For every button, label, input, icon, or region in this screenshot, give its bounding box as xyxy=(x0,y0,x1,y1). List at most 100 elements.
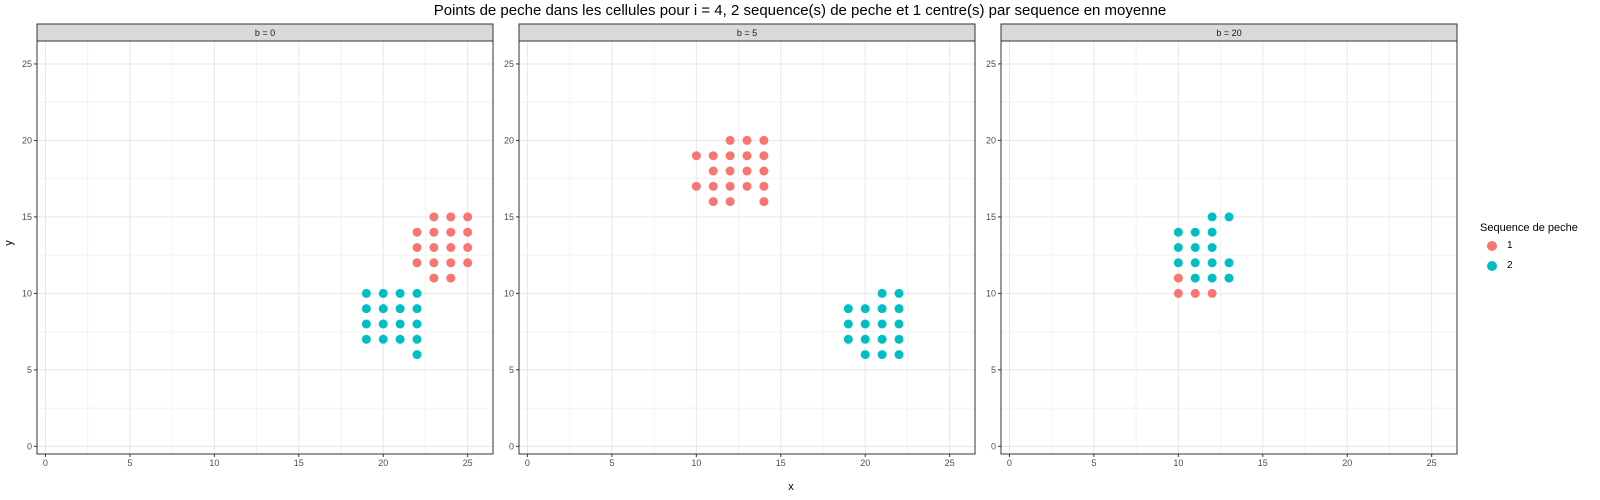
data-point-series-1 xyxy=(759,181,769,191)
y-axis-title: y xyxy=(3,240,15,246)
data-point-series-2 xyxy=(1173,243,1183,252)
panel-border xyxy=(1000,40,1458,455)
y-tick-label: 0 xyxy=(509,441,514,451)
x-tick-label: 20 xyxy=(1342,458,1352,468)
data-point-series-1 xyxy=(446,243,456,252)
data-point-series-2 xyxy=(1224,212,1234,222)
data-point-series-2 xyxy=(1190,273,1200,283)
legend: Sequence de peche 1 2 xyxy=(1480,222,1578,274)
data-point-series-1 xyxy=(429,258,439,268)
y-tick-label: 15 xyxy=(504,212,514,222)
y-tick-label: 0 xyxy=(27,441,32,451)
data-point-series-1 xyxy=(463,227,473,237)
x-tick-label: 25 xyxy=(945,458,955,468)
data-point-series-2 xyxy=(843,304,853,314)
y-tick-label: 10 xyxy=(986,288,996,298)
y-tick-label: 15 xyxy=(986,212,996,222)
data-point-series-2 xyxy=(412,288,422,298)
data-point-series-1 xyxy=(725,197,735,207)
data-point-series-1 xyxy=(429,243,439,252)
y-tick-label: 20 xyxy=(986,135,996,145)
data-point-series-2 xyxy=(1190,258,1200,268)
x-tick-label: 10 xyxy=(209,458,219,468)
data-point-series-2 xyxy=(1207,212,1217,222)
y-tick-label: 0 xyxy=(991,441,996,451)
y-tick-label: 25 xyxy=(986,59,996,69)
data-point-series-2 xyxy=(877,350,887,360)
x-tick-label: 0 xyxy=(525,458,530,468)
y-tick-label: 5 xyxy=(509,365,514,375)
data-point-series-1 xyxy=(446,258,456,268)
data-point-series-2 xyxy=(1207,243,1217,252)
panel-1: b = 0 0 5 10 15 20 25 0 5 10 15 20 25 xyxy=(22,23,494,468)
y-tick-label: 5 xyxy=(991,365,996,375)
data-point-series-2 xyxy=(395,334,405,344)
data-point-series-2 xyxy=(1207,273,1217,283)
data-point-series-1 xyxy=(708,181,718,191)
data-point-series-1 xyxy=(742,151,752,161)
x-tick-label: 15 xyxy=(1258,458,1268,468)
data-point-series-2 xyxy=(378,334,388,344)
data-point-series-2 xyxy=(361,288,371,298)
data-point-series-1 xyxy=(463,243,473,252)
x-tick-label: 15 xyxy=(776,458,786,468)
data-point-series-1 xyxy=(446,273,456,283)
data-point-series-1 xyxy=(708,166,718,176)
data-point-series-2 xyxy=(1173,227,1183,237)
data-point-series-2 xyxy=(361,304,371,314)
data-point-series-2 xyxy=(860,304,870,314)
data-point-series-1 xyxy=(429,227,439,237)
data-point-series-2 xyxy=(1224,258,1234,268)
x-axis-title: x xyxy=(788,481,794,493)
facet-strip-label: b = 0 xyxy=(255,28,275,38)
data-point-series-2 xyxy=(395,304,405,314)
data-point-series-2 xyxy=(378,319,388,329)
data-point-series-1 xyxy=(1173,288,1183,298)
y-tick-label: 20 xyxy=(504,135,514,145)
y-tick-label: 10 xyxy=(22,288,32,298)
data-point-series-2 xyxy=(378,288,388,298)
y-tick-label: 5 xyxy=(27,365,32,375)
data-point-series-1 xyxy=(1190,288,1200,298)
legend-swatch-1 xyxy=(1487,241,1497,251)
data-point-series-2 xyxy=(1173,258,1183,268)
data-point-series-2 xyxy=(395,319,405,329)
x-tick-label: 5 xyxy=(609,458,614,468)
data-point-series-1 xyxy=(691,151,701,161)
data-point-series-1 xyxy=(691,181,701,191)
x-tick-label: 20 xyxy=(860,458,870,468)
data-point-series-1 xyxy=(429,212,439,222)
data-point-series-2 xyxy=(1190,227,1200,237)
data-point-series-1 xyxy=(708,197,718,207)
data-point-series-2 xyxy=(361,334,371,344)
data-point-series-1 xyxy=(725,151,735,161)
facet-strip-label: b = 5 xyxy=(737,28,757,38)
data-point-series-2 xyxy=(877,304,887,314)
x-tick-label: 25 xyxy=(1427,458,1437,468)
y-tick-label: 15 xyxy=(22,212,32,222)
data-point-series-2 xyxy=(894,319,904,329)
data-point-series-2 xyxy=(1224,273,1234,283)
x-tick-label: 20 xyxy=(378,458,388,468)
data-point-series-1 xyxy=(429,273,439,283)
data-point-series-2 xyxy=(894,304,904,314)
panel-border xyxy=(518,40,976,455)
legend-label-2: 2 xyxy=(1507,260,1513,271)
x-tick-label: 5 xyxy=(127,458,132,468)
data-point-series-1 xyxy=(742,181,752,191)
x-tick-label: 25 xyxy=(463,458,473,468)
x-tick-label: 0 xyxy=(43,458,48,468)
panel-3: b = 20 0 5 10 15 20 25 0 5 10 15 20 25 xyxy=(986,23,1458,468)
data-point-series-2 xyxy=(860,319,870,329)
panel-2: b = 5 0 5 10 15 20 25 0 5 10 15 20 25 xyxy=(504,23,976,468)
data-point-series-2 xyxy=(412,350,422,360)
data-point-series-1 xyxy=(708,151,718,161)
data-point-series-2 xyxy=(877,334,887,344)
data-point-series-2 xyxy=(843,334,853,344)
data-point-series-1 xyxy=(446,212,456,222)
legend-item-2: 2 xyxy=(1480,258,1578,274)
y-tick-label: 25 xyxy=(22,59,32,69)
data-point-series-1 xyxy=(412,227,422,237)
data-point-series-2 xyxy=(860,350,870,360)
data-point-series-1 xyxy=(1173,273,1183,283)
